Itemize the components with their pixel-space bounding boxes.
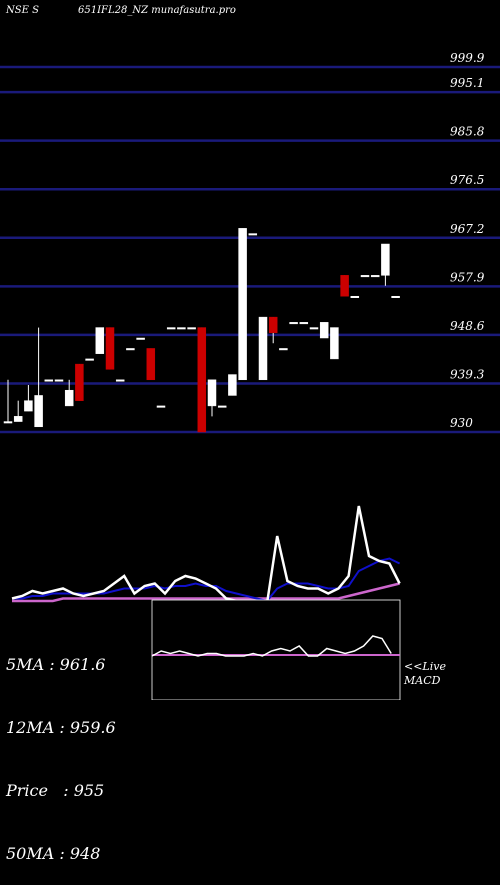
candle-body bbox=[228, 374, 237, 396]
candle-body bbox=[207, 379, 217, 407]
candle-body bbox=[217, 405, 227, 408]
ma50-stat: 50MA : 948 bbox=[6, 844, 101, 863]
candle-body bbox=[136, 337, 145, 340]
candle-body bbox=[156, 405, 166, 408]
candle-body bbox=[54, 379, 64, 382]
candle-body bbox=[350, 295, 360, 298]
candle-body bbox=[95, 327, 105, 354]
candle-body bbox=[391, 295, 400, 298]
candle-body bbox=[238, 228, 247, 381]
y-tick-label: 967.2 bbox=[450, 222, 484, 236]
symbol-label: 651IFL28_NZ munafasutra.pro bbox=[78, 5, 236, 16]
candle-body bbox=[258, 316, 268, 381]
candle-body bbox=[330, 327, 339, 360]
candle-body bbox=[166, 327, 176, 330]
candle-body bbox=[44, 379, 54, 382]
price-stat: Price : 955 bbox=[6, 781, 105, 800]
candle-body bbox=[126, 348, 135, 351]
candle-body bbox=[34, 395, 43, 428]
candle-body bbox=[105, 327, 115, 370]
grid-lines bbox=[0, 65, 500, 434]
candle-body bbox=[64, 389, 74, 407]
candle-body bbox=[3, 421, 13, 424]
y-tick-label: 939.3 bbox=[450, 367, 485, 381]
stats-panel: 5MA : 961.6 12MA : 959.6 Price : 955 50M… bbox=[6, 612, 116, 885]
exchange-label: NSE S bbox=[6, 5, 39, 16]
price-chart: 999.9 995.1 985.8 976.5 967.2 957.9 948.6 939.3… bbox=[0, 51, 500, 700]
candle-body bbox=[360, 275, 370, 278]
candle-body bbox=[340, 275, 349, 297]
ma12-stat: 12MA : 959.6 bbox=[6, 718, 116, 737]
candle-body bbox=[381, 243, 390, 276]
macd-title-label: MACD bbox=[404, 674, 441, 687]
candle-body bbox=[13, 416, 23, 422]
candle-body bbox=[177, 327, 186, 330]
y-tick-label: 985.8 bbox=[450, 125, 485, 139]
macd-line bbox=[151, 635, 392, 657]
candle-body bbox=[279, 348, 288, 351]
volume-ma-long bbox=[12, 582, 400, 603]
candle-body bbox=[115, 379, 125, 382]
candle-body bbox=[309, 327, 319, 330]
y-tick-label: 995.1 bbox=[450, 76, 484, 90]
candle-body bbox=[268, 316, 278, 334]
candle-body bbox=[299, 322, 309, 325]
candle-body bbox=[289, 322, 298, 325]
y-tick-label: 957.9 bbox=[450, 270, 485, 284]
candle-body bbox=[85, 358, 94, 361]
y-tick-label: 976.5 bbox=[450, 173, 484, 187]
candle-body bbox=[319, 322, 329, 339]
ma5-stat: 5MA : 961.6 bbox=[6, 655, 106, 674]
candle-body bbox=[197, 327, 207, 433]
candle-body bbox=[187, 327, 196, 330]
macd-label: <<Live MACD bbox=[404, 660, 446, 688]
y-tick-label: 930 bbox=[450, 416, 473, 430]
candle-body bbox=[370, 275, 380, 278]
candle-body bbox=[146, 348, 156, 381]
y-tick-label: 999.9 bbox=[450, 51, 485, 65]
candle-body bbox=[75, 363, 84, 401]
candle-body bbox=[248, 233, 258, 236]
macd-lines bbox=[151, 635, 400, 657]
candle-body bbox=[24, 400, 33, 412]
macd-live-label: <<Live bbox=[404, 660, 446, 673]
volume-ma-mid bbox=[12, 557, 401, 603]
y-tick-labels: 999.9 995.1 985.8 976.5 967.2 957.9 948.6 939.3… bbox=[450, 51, 485, 430]
candles bbox=[3, 228, 400, 433]
volume-panel bbox=[11, 505, 401, 606]
volume-line bbox=[11, 505, 401, 606]
y-tick-label: 948.6 bbox=[450, 319, 485, 333]
